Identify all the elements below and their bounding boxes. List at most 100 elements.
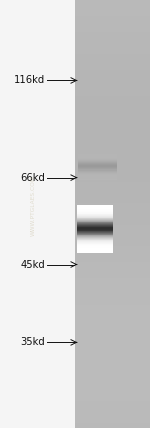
Bar (75, 396, 150, 401)
Bar (78, 172, 117, 174)
Bar (78, 163, 117, 164)
Bar (76, 234, 112, 235)
Bar (78, 170, 117, 172)
Bar (76, 230, 112, 231)
Bar (75, 96, 150, 102)
Bar (75, 407, 150, 412)
Bar (76, 219, 112, 220)
Bar (78, 160, 117, 161)
Bar (75, 417, 150, 423)
Bar (75, 268, 150, 273)
Bar (76, 251, 112, 252)
Bar (75, 353, 150, 359)
Bar (76, 242, 112, 243)
Bar (75, 91, 150, 96)
Bar (75, 32, 150, 38)
Bar (75, 27, 150, 32)
Bar (76, 209, 112, 210)
Text: 45kd: 45kd (20, 259, 45, 270)
Bar (78, 169, 117, 170)
Bar (75, 246, 150, 252)
Bar (0, 0, 75, 428)
Bar (78, 156, 117, 157)
Bar (75, 80, 150, 86)
Bar (75, 128, 150, 134)
Bar (75, 171, 150, 176)
Bar (75, 187, 150, 193)
Bar (76, 214, 112, 215)
Bar (75, 6, 150, 11)
Bar (78, 175, 117, 177)
Bar (75, 225, 150, 230)
Text: 66kd: 66kd (20, 172, 45, 183)
Bar (75, 75, 150, 80)
Bar (75, 364, 150, 369)
Bar (78, 159, 117, 160)
Bar (75, 294, 150, 300)
Bar (75, 11, 150, 16)
Bar (78, 177, 117, 178)
Bar (75, 342, 150, 348)
Bar (75, 193, 150, 198)
Bar (75, 155, 150, 160)
Bar (76, 241, 112, 242)
Bar (76, 208, 112, 209)
Bar (75, 134, 150, 139)
Bar (78, 155, 117, 156)
Bar (78, 174, 117, 175)
Bar (78, 167, 117, 169)
Bar (75, 203, 150, 209)
Bar (75, 139, 150, 145)
Bar (76, 237, 112, 238)
Bar (76, 243, 112, 244)
Bar (76, 231, 112, 232)
Bar (75, 182, 150, 187)
Bar (75, 337, 150, 342)
Text: 35kd: 35kd (20, 337, 45, 348)
Bar (76, 210, 112, 211)
Bar (75, 348, 150, 353)
Bar (75, 118, 150, 123)
Bar (75, 284, 150, 289)
Bar (76, 245, 112, 246)
Bar (76, 228, 112, 229)
Bar (75, 38, 150, 43)
Bar (75, 423, 150, 428)
Bar (76, 212, 112, 213)
Bar (75, 48, 150, 54)
Bar (75, 198, 150, 203)
Bar (75, 214, 150, 219)
Bar (76, 236, 112, 237)
Bar (75, 59, 150, 64)
Bar (78, 157, 117, 158)
Bar (76, 213, 112, 214)
Bar (75, 316, 150, 321)
Bar (75, 332, 150, 337)
Bar (76, 211, 112, 212)
Bar (75, 102, 150, 107)
Bar (75, 177, 150, 182)
Bar (75, 113, 150, 118)
Bar (78, 162, 117, 163)
Bar (75, 86, 150, 91)
Bar (76, 206, 112, 207)
Bar (75, 326, 150, 332)
Bar (76, 218, 112, 219)
Bar (75, 0, 150, 5)
Bar (75, 107, 150, 112)
Bar (76, 240, 112, 241)
Bar (75, 160, 150, 166)
Bar (78, 165, 117, 166)
Bar (75, 235, 150, 241)
Bar (75, 401, 150, 407)
Bar (76, 223, 112, 224)
Bar (75, 278, 150, 283)
Bar (75, 166, 150, 171)
Bar (78, 164, 117, 165)
Bar (78, 179, 117, 180)
Bar (75, 16, 150, 21)
Bar (75, 257, 150, 262)
Bar (76, 247, 112, 248)
Bar (75, 385, 150, 390)
Bar (76, 250, 112, 251)
